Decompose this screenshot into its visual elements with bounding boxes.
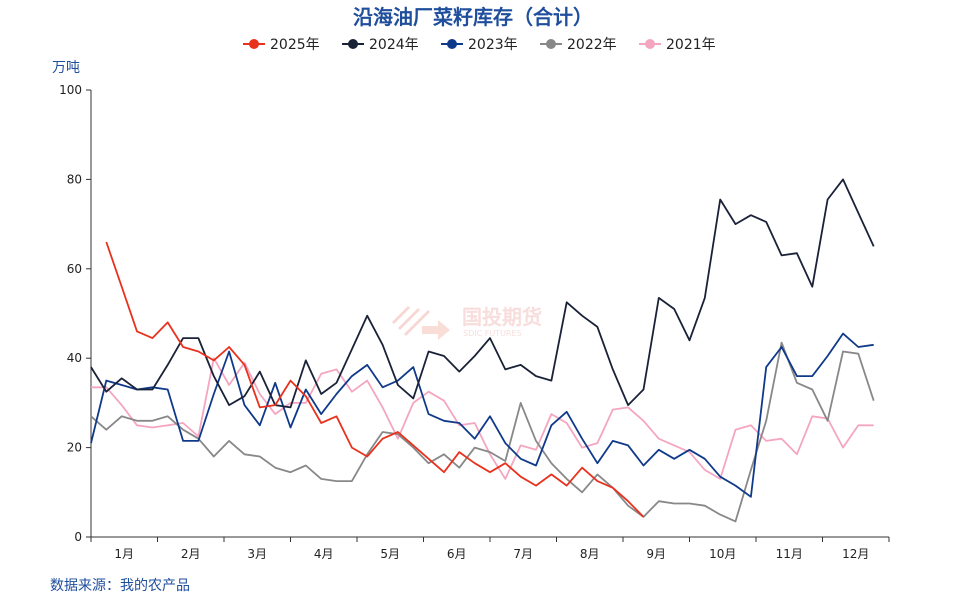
legend-marker — [348, 39, 358, 49]
x-tick-label: 4月 — [314, 547, 334, 561]
legend: 2025年 2024年 2023年 2022年 2021年 — [243, 37, 716, 53]
x-tick-label: 1月 — [114, 547, 134, 561]
x-tick-label: 5月 — [380, 547, 400, 561]
series-line-2025年 — [105, 241, 645, 518]
x-tick-label: 12月 — [842, 547, 869, 561]
series-line-2022年 — [90, 341, 875, 523]
source-note: 数据来源：我的农产品 — [50, 578, 190, 594]
y-ticks: 0 20 40 60 80 100 — [59, 83, 91, 544]
y-tick-label: 40 — [67, 351, 82, 365]
y-tick-label: 0 — [74, 530, 82, 544]
y-tick-label: 20 — [67, 441, 82, 455]
watermark-cn: 国投期货 — [462, 305, 542, 329]
watermark-en: SDIC FUTURES — [463, 329, 522, 338]
x-ticks: 1月 2月 3月 4月 5月 6月 7月 8月 9月 10月 11月 12月 — [90, 537, 890, 561]
x-tick-label: 8月 — [580, 547, 600, 561]
legend-label: 2024年 — [369, 37, 419, 53]
legend-marker — [546, 39, 556, 49]
y-tick-label: 100 — [59, 83, 82, 97]
series-group — [90, 178, 875, 523]
legend-label: 2025年 — [270, 37, 320, 53]
x-tick-label: 9月 — [646, 547, 666, 561]
legend-marker — [249, 39, 259, 49]
legend-label: 2021年 — [666, 37, 716, 53]
x-tick-label: 7月 — [513, 547, 533, 561]
legend-label: 2023年 — [468, 37, 518, 53]
x-tick-label: 6月 — [447, 547, 467, 561]
series-line-2021年 — [91, 357, 874, 480]
y-tick-label: 80 — [67, 172, 82, 186]
watermark-logo: 国投期货 SDIC FUTURES — [392, 305, 542, 340]
x-tick-label: 10月 — [709, 547, 736, 561]
series-line-2023年 — [90, 332, 874, 498]
x-tick-label: 2月 — [181, 547, 201, 561]
x-tick-label: 11月 — [776, 547, 803, 561]
series-line-2024年 — [90, 178, 875, 409]
legend-marker — [447, 39, 457, 49]
legend-marker — [645, 39, 655, 49]
chart-title: 沿海油厂菜籽库存（合计） — [353, 5, 593, 29]
y-tick-label: 60 — [67, 262, 82, 276]
x-tick-label: 3月 — [247, 547, 267, 561]
legend-label: 2022年 — [567, 37, 617, 53]
y-axis-label: 万吨 — [52, 60, 80, 76]
